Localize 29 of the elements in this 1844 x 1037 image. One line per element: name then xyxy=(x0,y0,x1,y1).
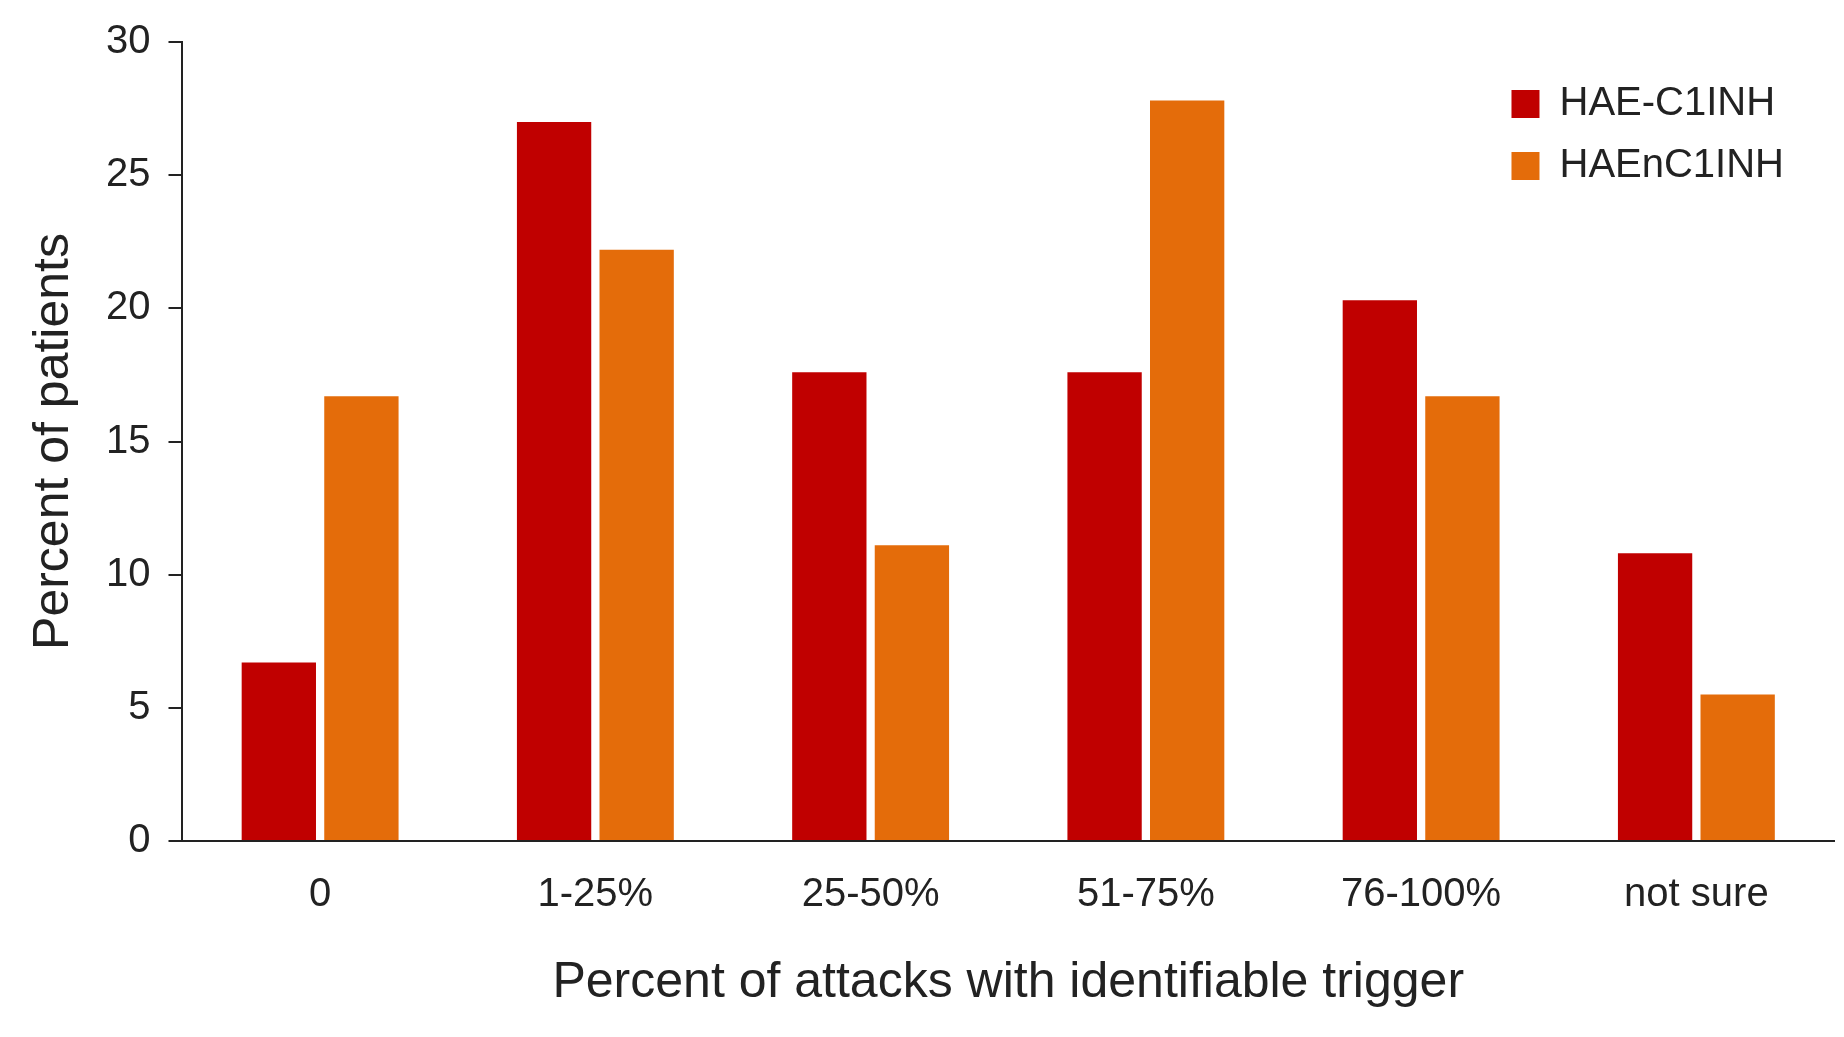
bar xyxy=(1342,300,1417,840)
y-tick-label: 5 xyxy=(128,682,151,727)
y-tick-label: 30 xyxy=(105,17,151,62)
legend-label: HAEnC1INH xyxy=(1559,141,1784,186)
bar xyxy=(1150,100,1225,840)
legend-label: HAE-C1INH xyxy=(1559,79,1776,124)
y-tick-label: 20 xyxy=(105,283,151,328)
y-tick-label: 25 xyxy=(105,150,151,195)
bar xyxy=(792,372,867,840)
bar xyxy=(599,249,674,840)
x-tick-label: not sure xyxy=(1624,870,1769,915)
bar xyxy=(1067,372,1142,840)
x-tick-label: 0 xyxy=(308,870,332,915)
bar xyxy=(1700,694,1775,840)
y-tick-label: 15 xyxy=(105,416,151,461)
bar xyxy=(1617,553,1693,840)
bar xyxy=(241,662,316,840)
x-tick-label: 25-50% xyxy=(801,870,940,915)
y-tick-label: 0 xyxy=(128,816,151,861)
y-tick-label: 10 xyxy=(105,549,151,594)
bar xyxy=(324,396,399,840)
x-tick-label: 76-100% xyxy=(1341,870,1502,915)
x-axis-title: Percent of attacks with identifiable trigger xyxy=(552,951,1465,1008)
y-axis-title: Percent of patients xyxy=(22,233,79,650)
bar xyxy=(874,545,950,840)
bar xyxy=(516,121,592,840)
x-tick-label: 51-75% xyxy=(1076,870,1215,915)
bar xyxy=(1425,396,1500,840)
x-tick-label: 1-25% xyxy=(537,870,654,915)
